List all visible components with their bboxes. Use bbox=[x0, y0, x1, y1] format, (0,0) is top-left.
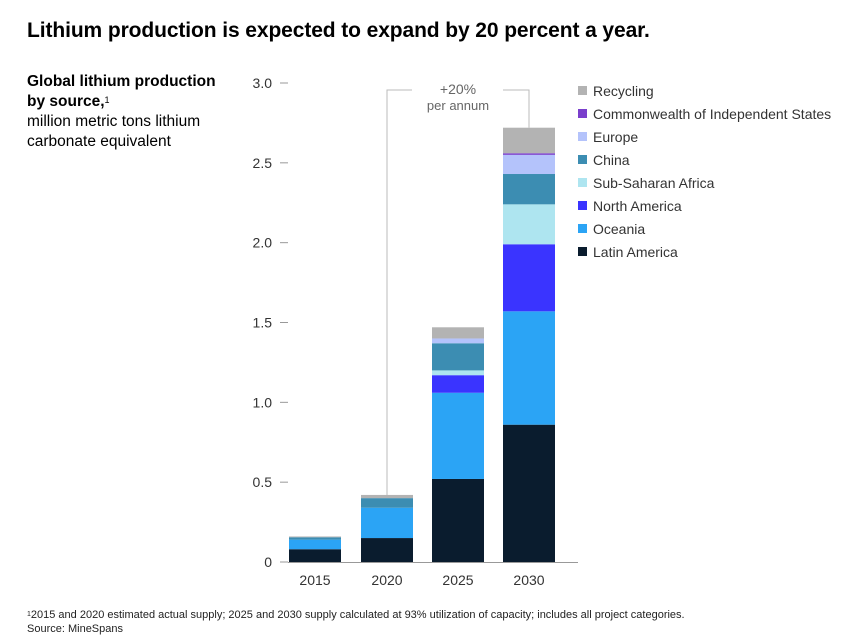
legend-swatch bbox=[578, 178, 587, 187]
legend-swatch bbox=[578, 247, 587, 256]
y-axis: 0 0.5 1.0 1.5 2.0 2.5 3.0 bbox=[253, 75, 288, 570]
legend-swatch bbox=[578, 86, 587, 95]
chart-headline: Lithium production is expected to expand… bbox=[27, 19, 650, 42]
legend-label: Recycling bbox=[593, 82, 654, 99]
bar-segment-china bbox=[361, 498, 413, 508]
y-tick-label: 0 bbox=[264, 554, 272, 570]
x-tick-label: 2015 bbox=[299, 572, 330, 588]
bar-segment-north-america bbox=[432, 375, 484, 393]
bar-segment-latin-america bbox=[503, 424, 555, 562]
bar-segment-recycling bbox=[361, 494, 413, 499]
bar-segment-china bbox=[289, 537, 341, 540]
bar-segment-commonwealth-of-independent-states bbox=[503, 153, 555, 155]
x-tick-label: 2025 bbox=[442, 572, 473, 588]
bar-segment-north-america bbox=[503, 244, 555, 312]
legend-label: Europe bbox=[593, 128, 639, 145]
legend-item: Recycling bbox=[578, 79, 831, 102]
bar-segment-sub-saharan-africa bbox=[503, 204, 555, 245]
bar-segment-latin-america bbox=[289, 549, 341, 562]
legend-swatch bbox=[578, 155, 587, 164]
legend-item: Latin America bbox=[578, 240, 831, 263]
description-title: Global lithium production by source,1 bbox=[27, 73, 216, 110]
legend-item: Oceania bbox=[578, 217, 831, 240]
legend-swatch bbox=[578, 132, 587, 141]
bar-segment-recycling bbox=[289, 536, 341, 538]
footnote: 12015 and 2020 estimated actual supply; … bbox=[27, 608, 685, 636]
bars bbox=[289, 127, 555, 562]
annotation-period: per annum bbox=[427, 98, 489, 113]
description-unit: million metric tons lithium carbonate eq… bbox=[27, 113, 201, 150]
bar-segment-china bbox=[503, 174, 555, 205]
bar-segment-europe bbox=[432, 338, 484, 344]
bar-segment-recycling bbox=[432, 327, 484, 339]
legend-swatch bbox=[578, 109, 587, 118]
growth-annotation: +20%per annum bbox=[386, 81, 530, 495]
y-tick-label: 0.5 bbox=[253, 474, 273, 490]
y-tick-label: 3.0 bbox=[253, 75, 273, 91]
bar-segment-oceania bbox=[432, 392, 484, 479]
legend-label: Latin America bbox=[593, 243, 678, 260]
annotation-rate: +20% bbox=[440, 81, 476, 97]
y-tick-label: 2.0 bbox=[253, 235, 273, 251]
annotation-bracket-right bbox=[503, 89, 530, 128]
legend-item: Sub-Saharan Africa bbox=[578, 171, 831, 194]
legend-item: Europe bbox=[578, 125, 831, 148]
legend-item: North America bbox=[578, 194, 831, 217]
y-tick-label: 1.0 bbox=[253, 394, 273, 410]
bar-segment-latin-america bbox=[361, 538, 413, 562]
bar-segment-recycling bbox=[503, 127, 555, 154]
y-tick-label: 2.5 bbox=[253, 155, 273, 171]
bar-segment-oceania bbox=[289, 539, 341, 550]
bar-segment-china bbox=[432, 343, 484, 371]
chart-description: Global lithium production by source,1 mi… bbox=[27, 72, 227, 152]
x-tick-label: 2030 bbox=[513, 572, 544, 588]
legend-swatch bbox=[578, 224, 587, 233]
source-text: Source: MineSpans bbox=[27, 623, 123, 635]
legend-label: North America bbox=[593, 197, 682, 214]
legend: Recycling Commonwealth of Independent Sta… bbox=[578, 79, 831, 263]
legend-swatch bbox=[578, 201, 587, 210]
legend-label: China bbox=[593, 151, 630, 168]
y-tick-label: 1.5 bbox=[253, 315, 273, 331]
bar-segment-europe bbox=[503, 154, 555, 175]
legend-item: Commonwealth of Independent States bbox=[578, 102, 831, 125]
x-tick-label: 2020 bbox=[371, 572, 402, 588]
legend-item: China bbox=[578, 148, 831, 171]
bar-segment-latin-america bbox=[432, 478, 484, 562]
footnote-text: 12015 and 2020 estimated actual supply; … bbox=[27, 609, 685, 621]
x-axis: 2015 2020 2025 2030 bbox=[288, 562, 578, 588]
annotation-bracket-left bbox=[386, 89, 412, 495]
bar-segment-sub-saharan-africa bbox=[432, 370, 484, 376]
legend-label: Oceania bbox=[593, 220, 646, 237]
bar-segment-oceania bbox=[503, 311, 555, 425]
legend-label: Commonwealth of Independent States bbox=[593, 105, 832, 122]
legend-label: Sub-Saharan Africa bbox=[593, 174, 715, 191]
bar-segment-oceania bbox=[361, 507, 413, 539]
